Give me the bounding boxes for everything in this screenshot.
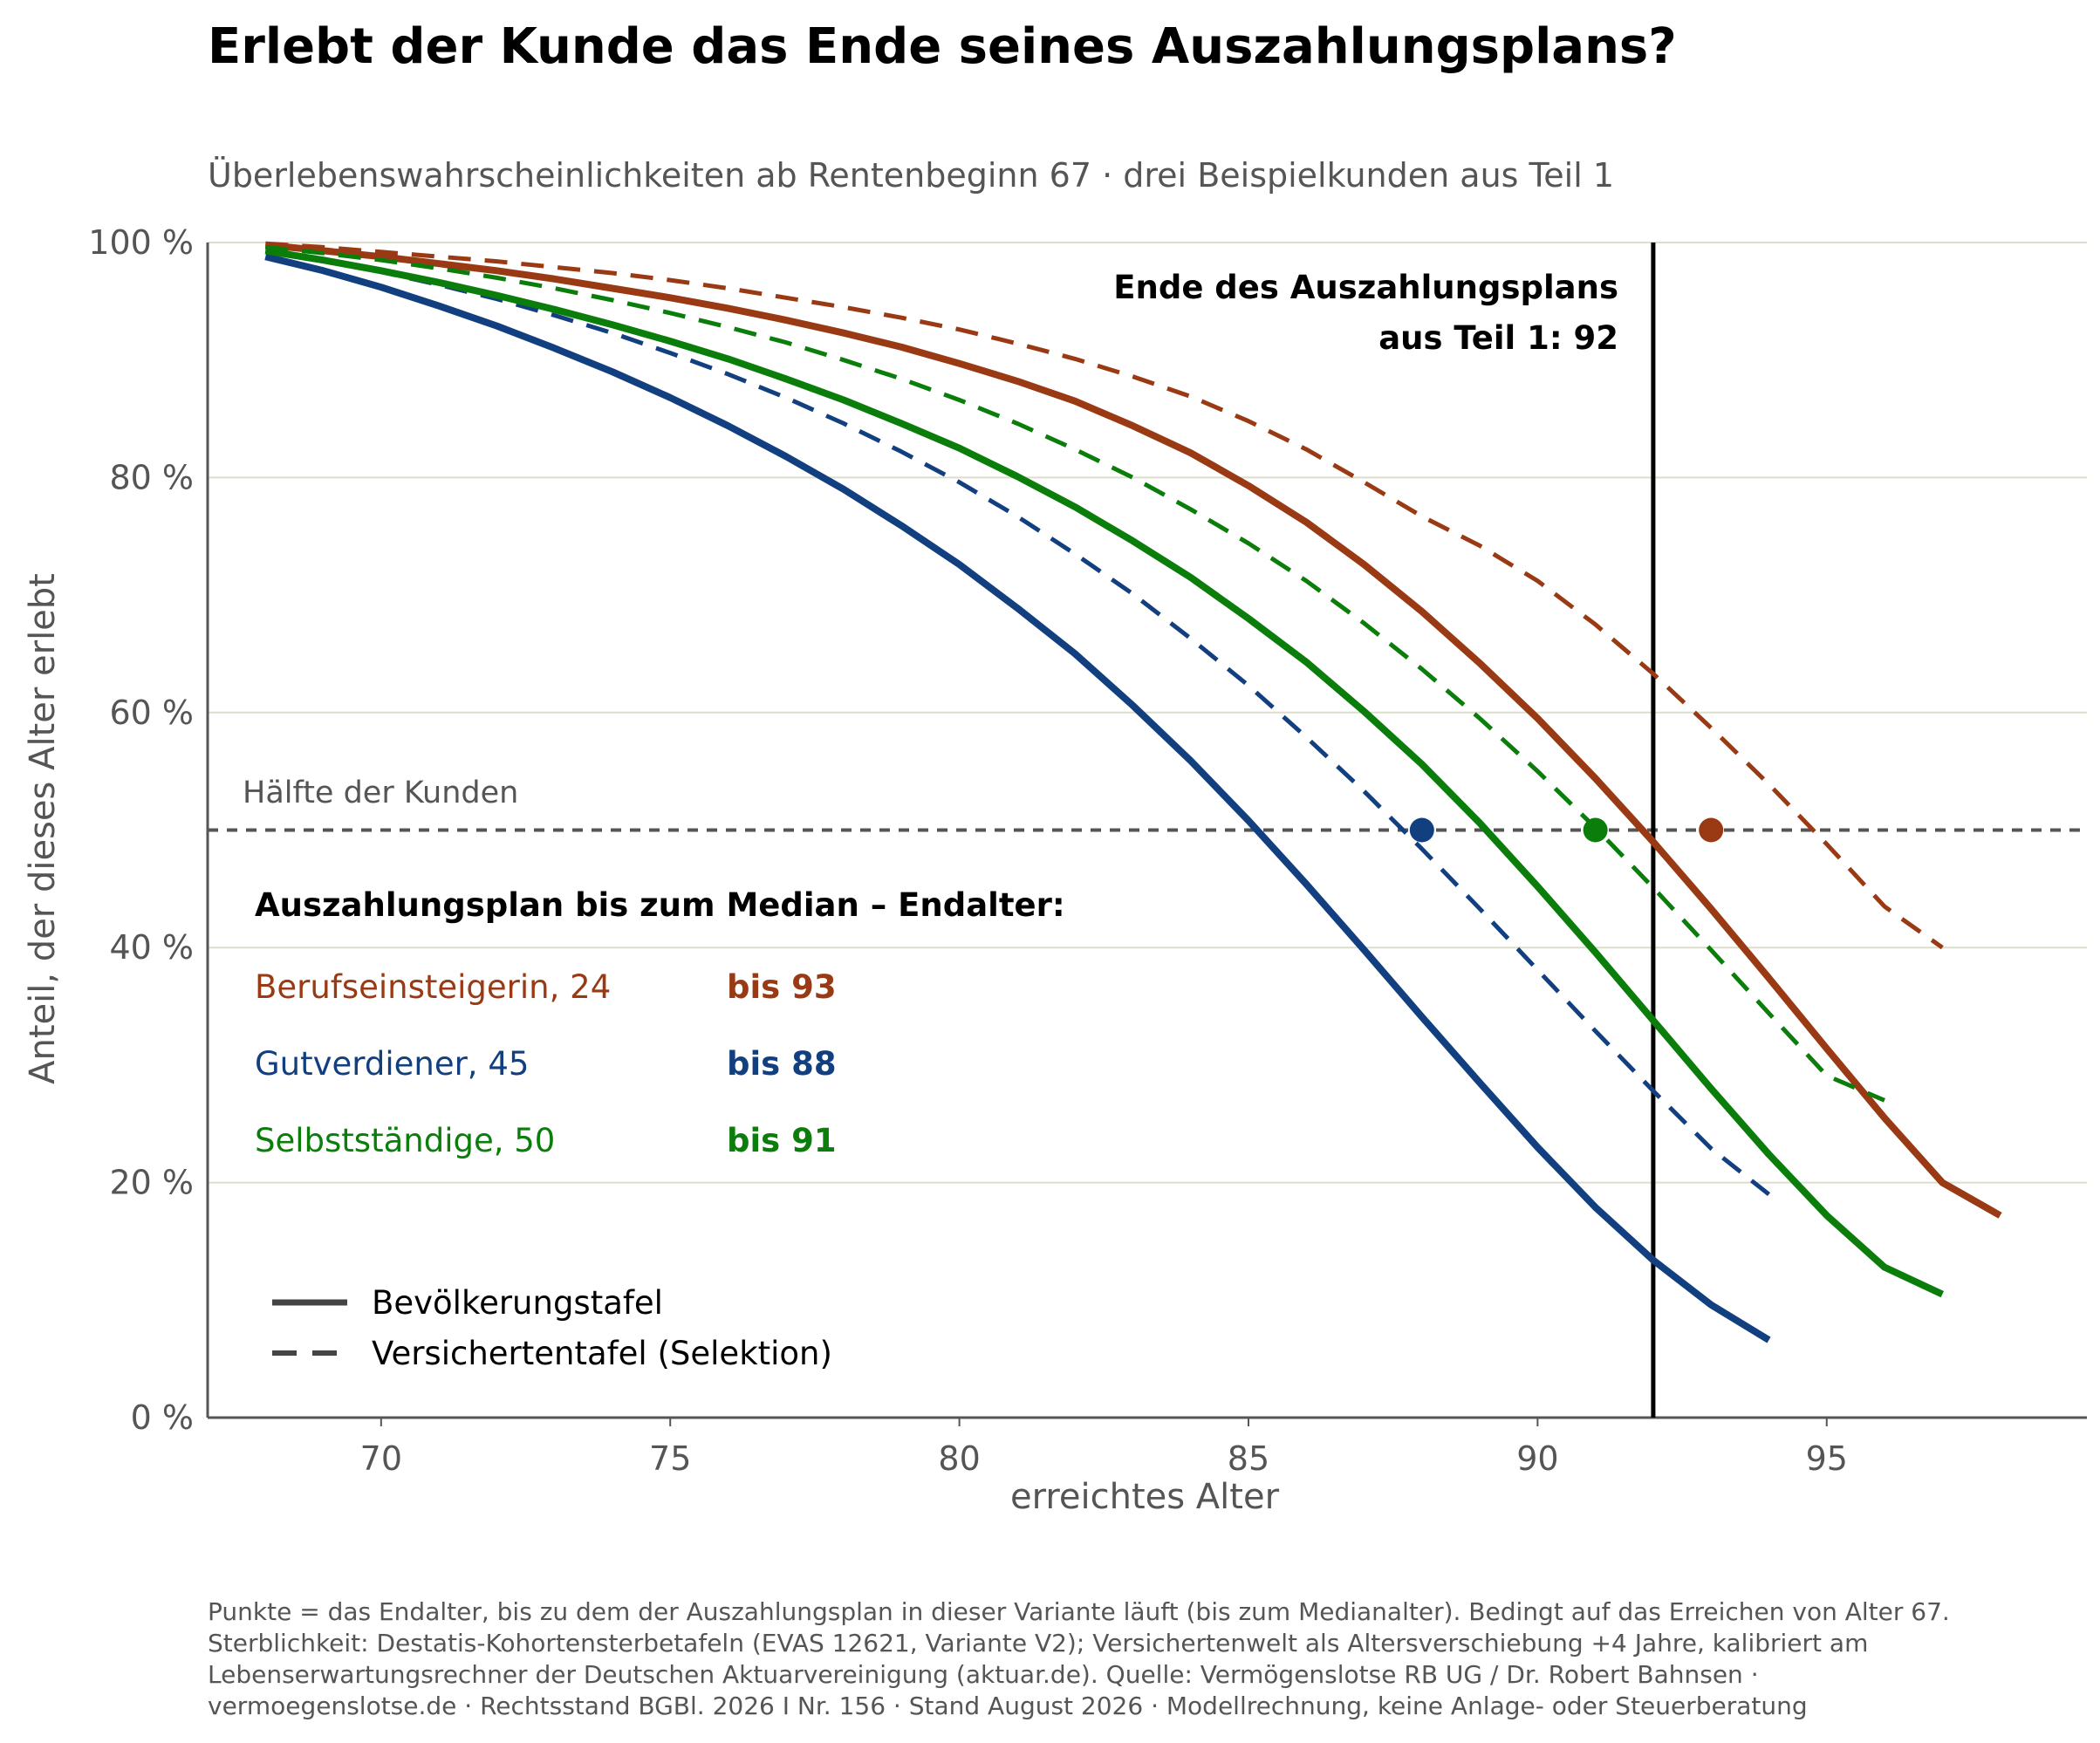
median-point-selbststaendige bbox=[1583, 817, 1608, 843]
footnote-line-4: vermoegenslotse.de · Rechtsstand BGBl. 2… bbox=[208, 1692, 1808, 1720]
series-line-gutverdiener-solid bbox=[264, 253, 1771, 1343]
median-row-name-selbststaendige: Selbstständige, 50 bbox=[255, 1122, 555, 1159]
footnote-line-3: Lebenserwartungsrechner der Deutschen Ak… bbox=[208, 1660, 1759, 1689]
y-tick-label: 60 % bbox=[109, 694, 194, 732]
chart-subtitle: Überlebenswahrscheinlichkeiten ab Renten… bbox=[208, 156, 1614, 195]
median-row-value-selbststaendige: bis 91 bbox=[727, 1122, 837, 1159]
y-tick-label: 40 % bbox=[109, 928, 194, 967]
x-tick-label: 90 bbox=[1516, 1439, 1558, 1478]
grid-layer bbox=[208, 242, 2087, 1184]
legend-label-bevoelkerung: Bevölkerungstafel bbox=[372, 1284, 663, 1322]
footnote-line-2: Sterblichkeit: Destatis-Kohortensterbeta… bbox=[208, 1629, 1868, 1658]
footnote: Punkte = das Endalter, bis zu dem der Au… bbox=[208, 1597, 1950, 1720]
x-tick-label: 70 bbox=[360, 1439, 402, 1478]
footnote-line-1: Punkte = das Endalter, bis zu dem der Au… bbox=[208, 1597, 1950, 1626]
median-points bbox=[1409, 817, 1724, 843]
y-tick-label: 100 % bbox=[88, 223, 194, 262]
x-tick-label: 95 bbox=[1806, 1439, 1848, 1478]
x-tick-label: 85 bbox=[1228, 1439, 1269, 1478]
median-box: Auszahlungsplan bis zum Median – Endalte… bbox=[255, 886, 1065, 1159]
axes-layer: 0 % 20 % 40 % 60 % 80 % 100 % 70 75 80 85 90 95 bbox=[88, 223, 2087, 1478]
median-box-heading: Auszahlungsplan bis zum Median – Endalte… bbox=[255, 886, 1065, 924]
plan-end-label-line1: Ende des Auszahlungsplans bbox=[1113, 269, 1618, 306]
series-line-berufseinsteigerin-solid bbox=[264, 241, 2002, 1219]
median-row-name-gutverdiener: Gutverdiener, 45 bbox=[255, 1045, 529, 1083]
series-line-selbststaendige-dashed bbox=[265, 244, 1885, 1103]
y-tick-label: 0 % bbox=[131, 1398, 194, 1437]
x-tick-label: 75 bbox=[649, 1439, 691, 1478]
series-layer bbox=[264, 241, 2002, 1343]
x-axis-label: erreichtes Alter bbox=[1010, 1477, 1280, 1517]
median-row-value-berufseinsteigerin: bis 93 bbox=[727, 968, 837, 1006]
y-tick-label: 20 % bbox=[109, 1164, 194, 1202]
y-axis-label: Anteil, der dieses Alter erlebt bbox=[23, 573, 63, 1084]
median-point-berufseinsteigerin bbox=[1699, 817, 1724, 843]
legend: Bevölkerungstafel Versichertentafel (Sel… bbox=[272, 1284, 832, 1372]
reference-lines bbox=[208, 243, 2087, 1418]
legend-label-versicherten: Versichertentafel (Selektion) bbox=[372, 1335, 832, 1372]
median-point-gutverdiener bbox=[1409, 817, 1434, 843]
median-row-name-berufseinsteigerin: Berufseinsteigerin, 24 bbox=[255, 968, 611, 1006]
median-row-value-gutverdiener: bis 88 bbox=[727, 1045, 837, 1083]
y-tick-label: 80 % bbox=[109, 458, 194, 496]
series-line-gutverdiener-dashed bbox=[264, 248, 1771, 1197]
half-customers-label: Hälfte der Kunden bbox=[243, 776, 518, 810]
series-line-berufseinsteigerin-dashed bbox=[265, 241, 1944, 950]
series-line-selbststaendige-solid bbox=[264, 247, 1944, 1298]
x-tick-label: 80 bbox=[938, 1439, 980, 1478]
chart-title: Erlebt der Kunde das Ende seines Auszahl… bbox=[208, 18, 1677, 75]
plan-end-label-line2: aus Teil 1: 92 bbox=[1378, 319, 1618, 357]
